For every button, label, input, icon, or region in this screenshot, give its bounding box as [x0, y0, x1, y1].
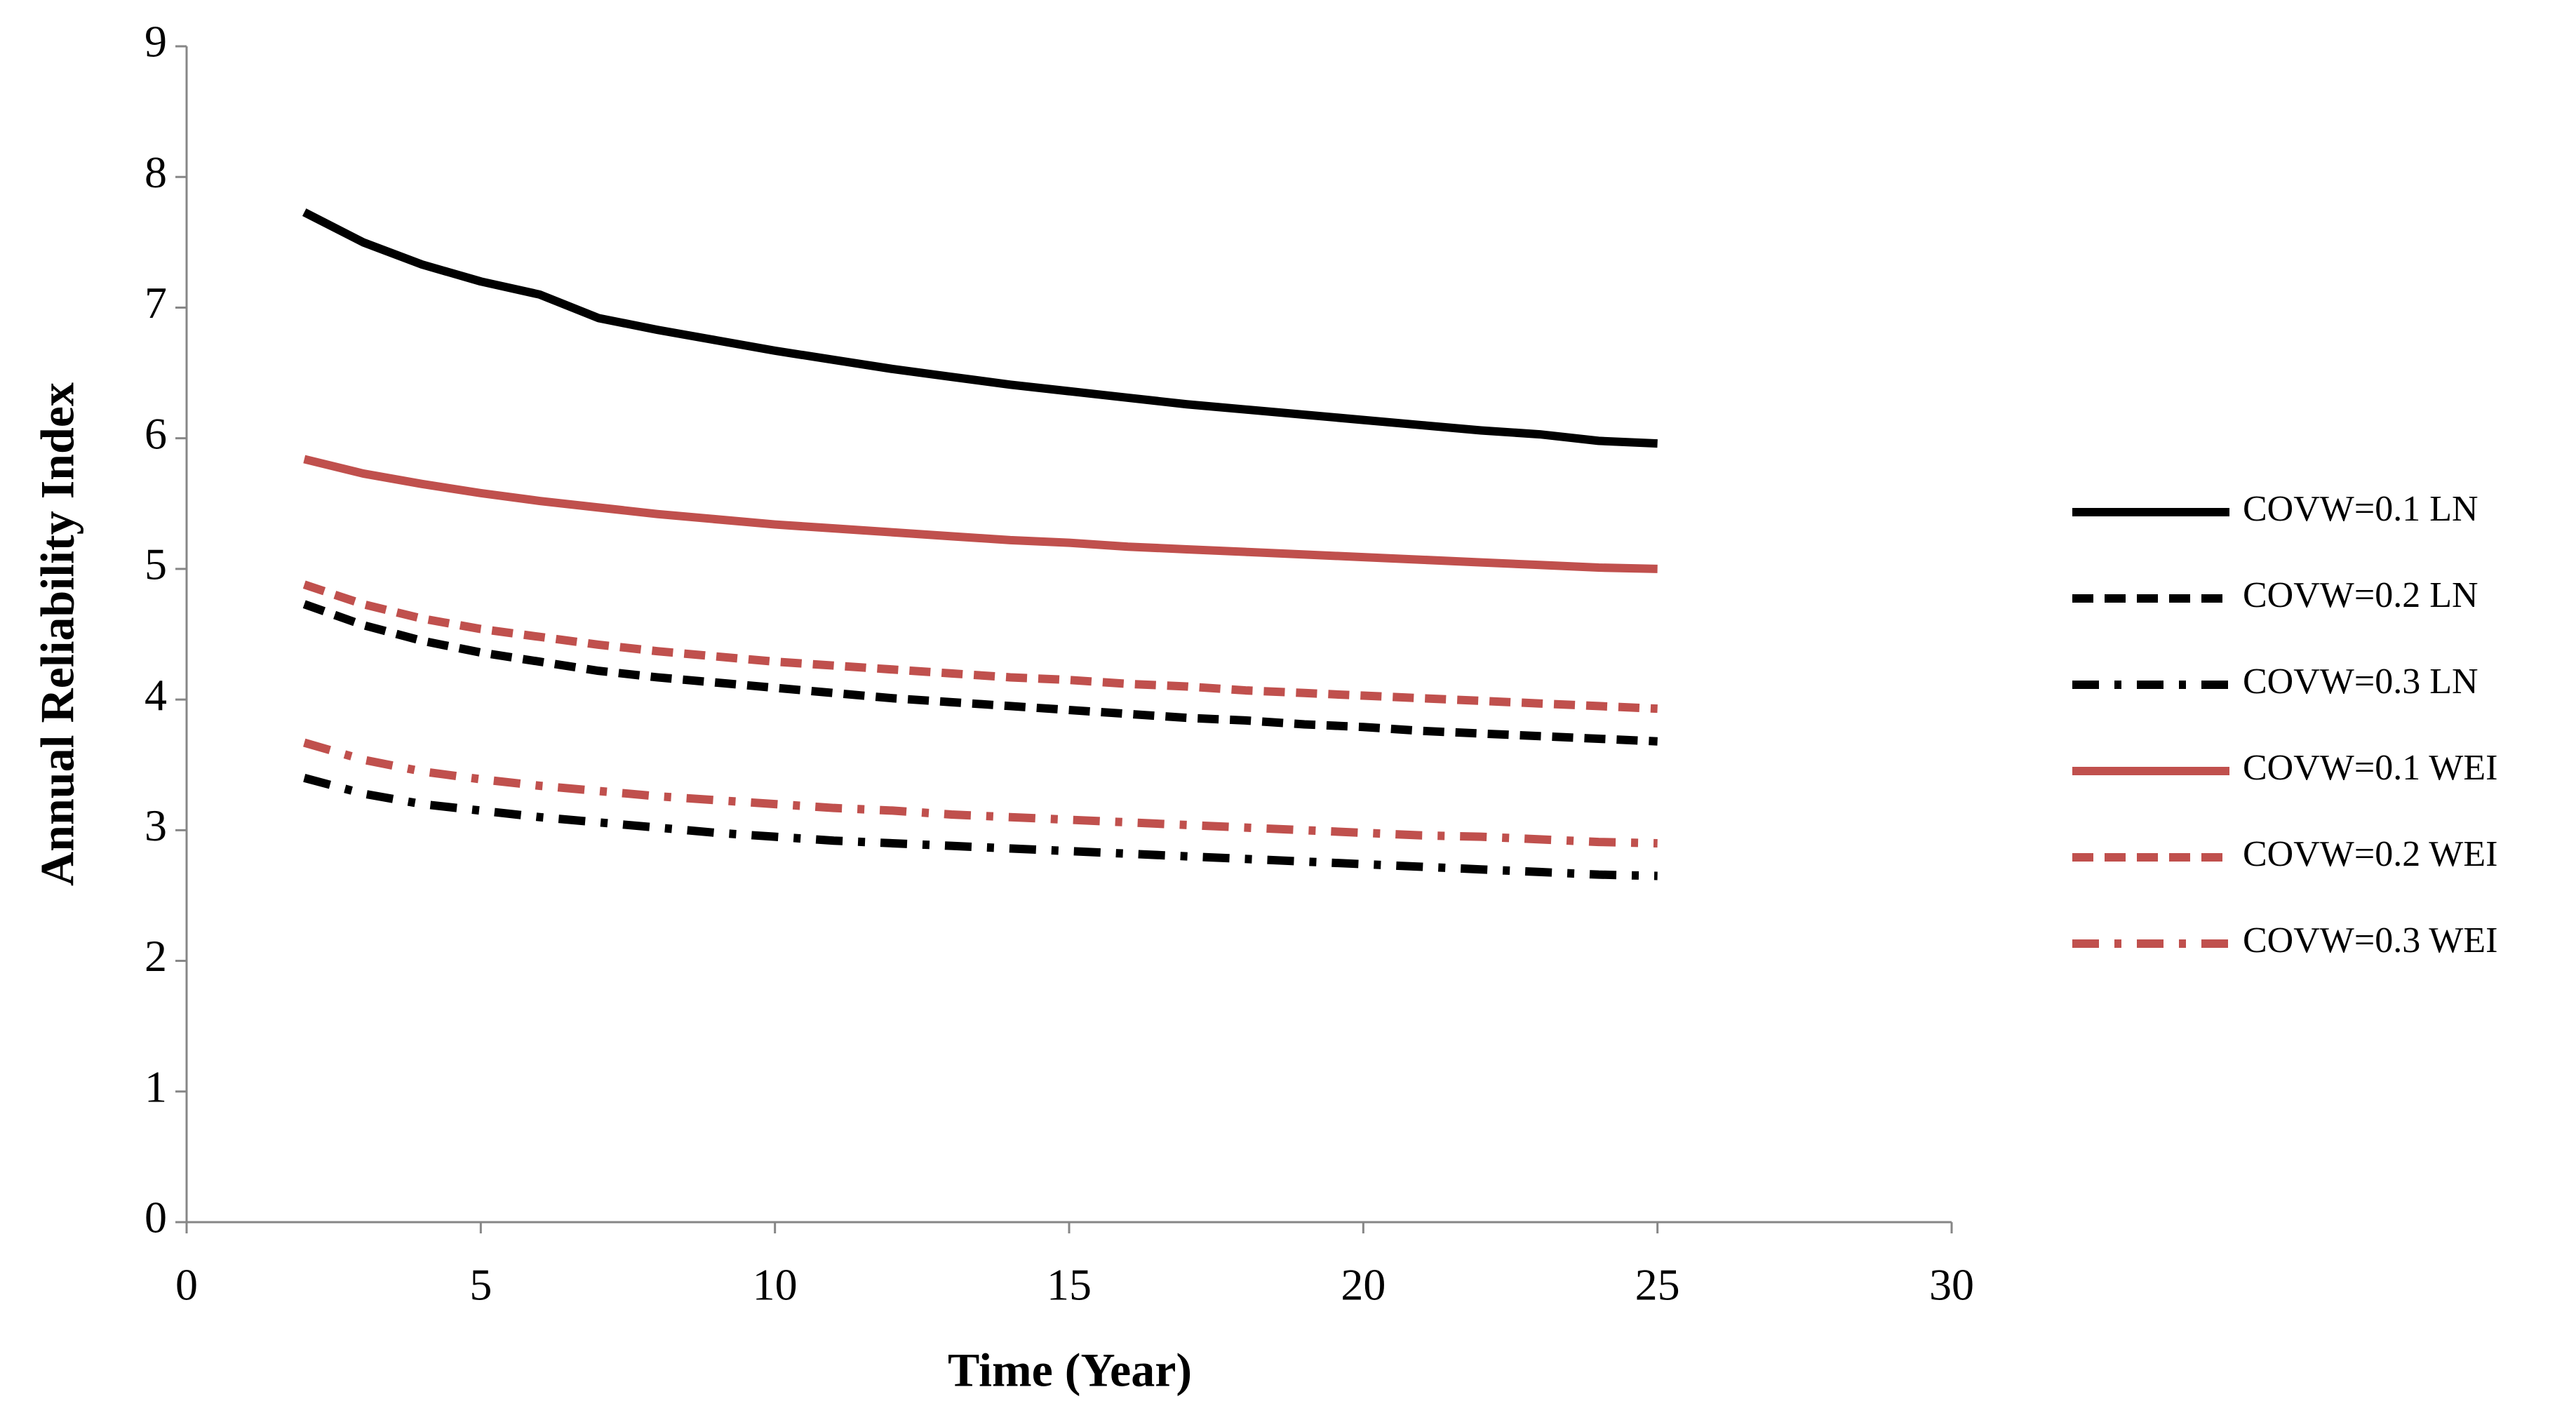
- series-line: [303, 455, 1658, 573]
- x-axis-title: Time (Year): [948, 1344, 1192, 1397]
- x-tick-label: 10: [753, 1260, 798, 1310]
- series-line: [302, 580, 1658, 714]
- y-tick-label: 7: [145, 278, 167, 328]
- y-tick-label: 4: [145, 670, 167, 720]
- y-tick-label: 5: [145, 540, 167, 589]
- x-tick-label: 30: [1929, 1260, 1974, 1310]
- y-tick-label: 0: [145, 1193, 167, 1242]
- legend-label: COVW=0.3 LN: [2243, 662, 2478, 702]
- x-tick-label: 5: [469, 1260, 492, 1310]
- x-tick-label: 20: [1341, 1260, 1386, 1310]
- y-axis-title: Annual Reliability Index: [31, 382, 84, 886]
- legend-label: COVW=0.2 LN: [2243, 575, 2478, 615]
- y-tick-label: 6: [145, 408, 167, 458]
- series-line: [303, 774, 1658, 880]
- legend-label: COVW=0.3 WEI: [2243, 920, 2497, 960]
- y-tick-label: 2: [145, 931, 167, 981]
- y-tick-label: 8: [145, 147, 167, 197]
- series-line: [303, 738, 1658, 848]
- series-line: [302, 208, 1658, 448]
- x-tick-label: 0: [175, 1260, 198, 1310]
- x-tick-label: 25: [1635, 1260, 1680, 1310]
- legend-label: COVW=0.1 LN: [2243, 489, 2478, 529]
- x-tick-label: 15: [1047, 1260, 1092, 1310]
- legend-label: COVW=0.2 WEI: [2243, 834, 2497, 874]
- y-tick-label: 3: [145, 801, 167, 850]
- y-tick-label: 9: [145, 17, 167, 67]
- y-tick-label: 1: [145, 1061, 167, 1111]
- legend-label: COVW=0.1 WEI: [2243, 748, 2497, 788]
- series-line: [302, 600, 1658, 746]
